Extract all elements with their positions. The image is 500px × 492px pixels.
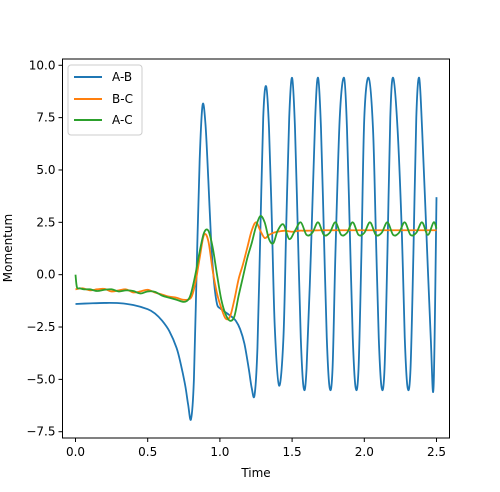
- y-tick-label: 10.0: [29, 58, 56, 72]
- series-lines: [74, 76, 438, 421]
- legend-label-a-b: A-B: [112, 70, 132, 84]
- y-tick-label: 7.5: [36, 111, 55, 125]
- x-tick-label: 1.5: [283, 445, 302, 459]
- x-tick-label: 1.0: [210, 445, 229, 459]
- y-tick-label: 5.0: [36, 163, 55, 177]
- x-axis-label: Time: [240, 466, 270, 480]
- legend-box: [67, 64, 143, 136]
- y-tick-label: −2.5: [26, 320, 55, 334]
- y-tick-label: 2.5: [36, 215, 55, 229]
- legend-label-a-c: A-C: [112, 113, 133, 127]
- y-tick-label: −5.0: [26, 372, 55, 386]
- y-tick-label: 0.0: [36, 268, 55, 282]
- x-tick-label: 0.5: [138, 445, 157, 459]
- y-axis-label: Momentum: [1, 214, 15, 282]
- legend-label-b-c: B-C: [112, 92, 133, 106]
- legend: A-B B-C A-C: [67, 64, 143, 136]
- x-tick-label: 0.0: [66, 445, 85, 459]
- y-axis-ticks: 10.0 7.5 5.0 2.5 0.0 −2.5 −5.0 −7.5: [26, 58, 63, 439]
- y-tick-label: −7.5: [26, 425, 55, 439]
- axes-frame: [62, 58, 450, 439]
- x-tick-label: 2.0: [355, 445, 374, 459]
- x-tick-label: 2.5: [427, 445, 446, 459]
- series-line-a-c: [74, 215, 438, 322]
- plot-area: [62, 58, 450, 439]
- series-line-a-b: [75, 76, 438, 421]
- x-axis-ticks: 0.0 0.5 1.0 1.5 2.0 2.5: [66, 438, 446, 459]
